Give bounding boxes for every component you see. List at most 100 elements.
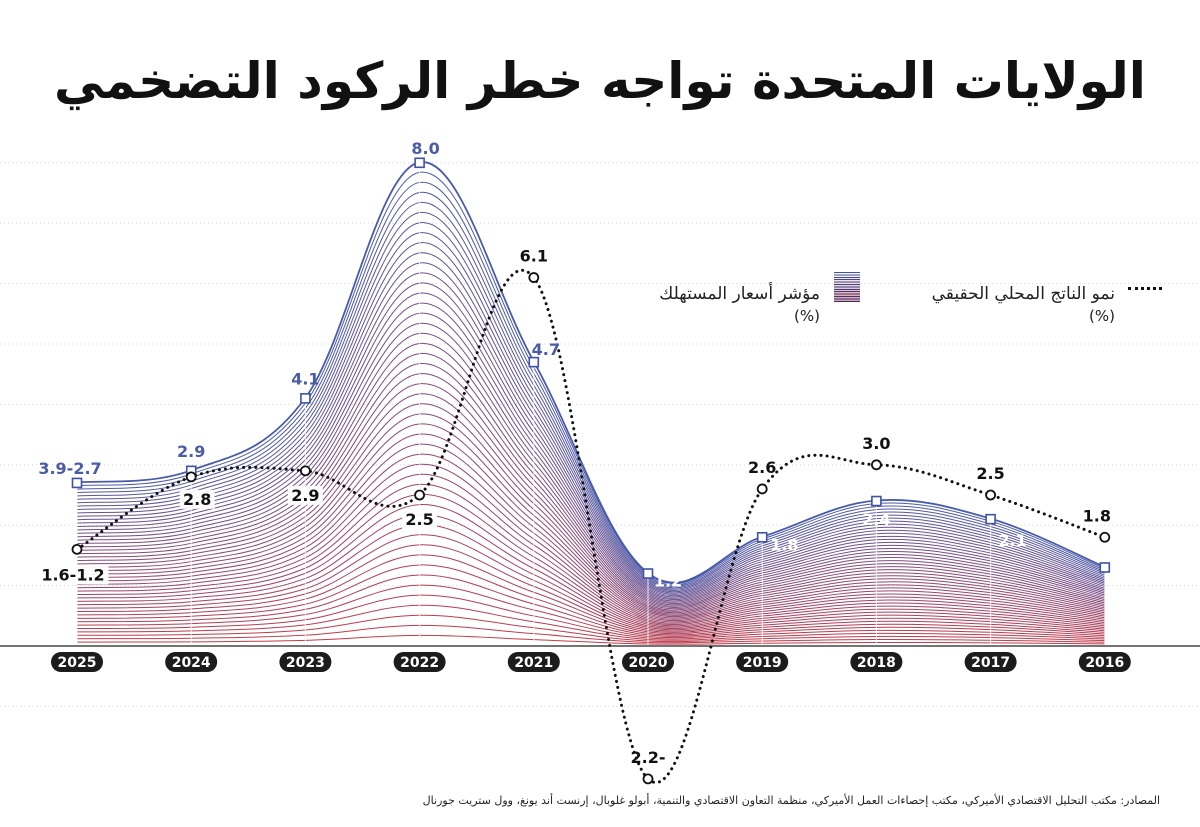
cpi-layer-line: [76, 191, 1105, 588]
gdp-point: [528, 272, 540, 283]
cpi-point: [1099, 562, 1111, 573]
cpi-layer-line: [76, 483, 1105, 625]
cpi-layer-line: [76, 493, 1105, 627]
cpi-layer-line: [76, 363, 1105, 610]
year-pill: [964, 652, 1017, 672]
cpi-layer-line: [76, 504, 1105, 628]
cpi-layer-line: [76, 312, 1105, 603]
cpi-layer-line: [76, 212, 1105, 590]
gdp-point: [985, 489, 996, 501]
cpi-legend-swatch-fade: [834, 272, 860, 302]
gdp-point: [1099, 531, 1111, 543]
cpi-layer-line: [76, 353, 1105, 608]
cpi-data-label: 2.9: [177, 442, 205, 461]
cpi-layer-line: [76, 202, 1105, 589]
gdp-point: [185, 471, 197, 483]
cpi-layer-line: [76, 594, 1105, 640]
cpi-layer-line: [76, 252, 1105, 595]
gdp-legend-label: نمو الناتج المحلي الحقيقي: [931, 284, 1115, 304]
cpi-point: [642, 568, 654, 579]
cpi-layer-line: [76, 302, 1105, 602]
year-pill: [51, 652, 103, 672]
cpi-layer-line: [76, 584, 1105, 639]
gdp-data-label-bg: [287, 485, 323, 505]
cpi-data-label: 4.7: [532, 340, 560, 359]
cpi-layer-line: [76, 181, 1105, 586]
gdp-point: [71, 543, 83, 555]
cpi-layer-line: [76, 463, 1105, 623]
cpi-data-label: 2.4: [862, 510, 890, 529]
cpi-point: [985, 513, 996, 525]
gdp-data-label: 2.2-: [631, 748, 666, 767]
cpi-data-label: 2.1: [998, 531, 1026, 550]
cpi-layer-line: [76, 554, 1105, 635]
cpi-data-label: 1.2: [654, 572, 682, 591]
cpi-point: [414, 157, 425, 169]
year-pill: [850, 652, 903, 672]
cpi-layer-line: [76, 292, 1105, 601]
gdp-data-label: 1.6-1.2: [41, 565, 104, 584]
cpi-data-label: 1.3: [1113, 579, 1141, 598]
gdp-legend-swatch: [1128, 287, 1162, 290]
cpi-layer-line: [76, 393, 1105, 614]
gdp-data-label: 2.8: [183, 490, 211, 509]
cpi-layer-line: [76, 282, 1105, 599]
gdp-data-label-bg: [37, 565, 109, 585]
cpi-line: [76, 161, 1106, 584]
cpi-point: [71, 477, 83, 489]
cpi-layer-line: [76, 473, 1105, 624]
cpi-series: [76, 161, 1106, 645]
year-pill: [165, 652, 218, 672]
cpi-layer-line: [76, 433, 1105, 619]
gdp-line: [75, 268, 1107, 784]
year-label: 2025: [58, 655, 97, 671]
year-pill: [622, 652, 674, 672]
year-label: 2022: [400, 655, 439, 671]
year-pill: [507, 652, 560, 672]
cpi-data-label: 8.0: [411, 139, 439, 158]
cpi-point: [871, 495, 882, 507]
gdp-data-label-bg: [179, 489, 215, 509]
cpi-point: [756, 531, 768, 543]
gdp-legend: نمو الناتج المحلي الحقيقي (%): [932, 283, 1115, 327]
cpi-layer-line: [76, 342, 1105, 607]
data-labels: 1.3 2.1 2.4 1.8 1.2 4.7 8.0 4.1 2.9 3.9-2.7 1.8 2.5…: [37, 139, 1141, 767]
year-label: 2019: [743, 655, 782, 671]
cpi-layer-line: [76, 534, 1105, 632]
gdp-data-label-bg: [402, 510, 438, 529]
year-label: 2020: [629, 655, 668, 671]
cpi-layer-line: [76, 614, 1105, 643]
gdp-data-label: 2.9: [291, 486, 319, 505]
gdp-data-label: 6.1: [520, 247, 548, 266]
cpi-layer-line: [76, 524, 1105, 631]
cpi-layer-line: [76, 564, 1105, 636]
gdp-data-label: 1.8: [1083, 506, 1111, 525]
gdp-legend-unit: (%): [1089, 307, 1115, 325]
gdp-point: [642, 773, 654, 785]
cpi-layer-line: [76, 383, 1105, 612]
cpi-layer-line: [76, 332, 1105, 606]
year-pill: [393, 652, 446, 672]
year-label: 2017: [971, 655, 1010, 671]
cpi-layer-line: [76, 514, 1105, 629]
year-pill: [279, 652, 332, 672]
gdp-data-label: 2.5: [405, 510, 433, 529]
gdp-point: [871, 459, 882, 471]
cpi-layer-line: [76, 634, 1105, 645]
cpi-layer-line: [76, 322, 1105, 604]
cpi-markers: [71, 157, 1111, 646]
cpi-layer-line: [76, 574, 1105, 637]
cpi-layer-line: [76, 222, 1105, 591]
gdp-data-label: 2.6: [748, 458, 776, 477]
cpi-layer-line: [76, 373, 1105, 611]
cpi-data-label: 4.1: [291, 369, 319, 388]
cpi-layer-line: [76, 443, 1105, 620]
cpi-data-label: 3.9-2.7: [38, 459, 101, 478]
cpi-layer-line: [76, 423, 1105, 618]
year-label: 2016: [1085, 655, 1124, 671]
gdp-point: [414, 489, 426, 501]
cpi-layer-line: [76, 453, 1105, 622]
year-label: 2024: [172, 655, 211, 671]
gdp-data-label: 3.0: [862, 434, 890, 453]
cpi-legend-label: مؤشر أسعار المستهلك: [659, 284, 820, 304]
